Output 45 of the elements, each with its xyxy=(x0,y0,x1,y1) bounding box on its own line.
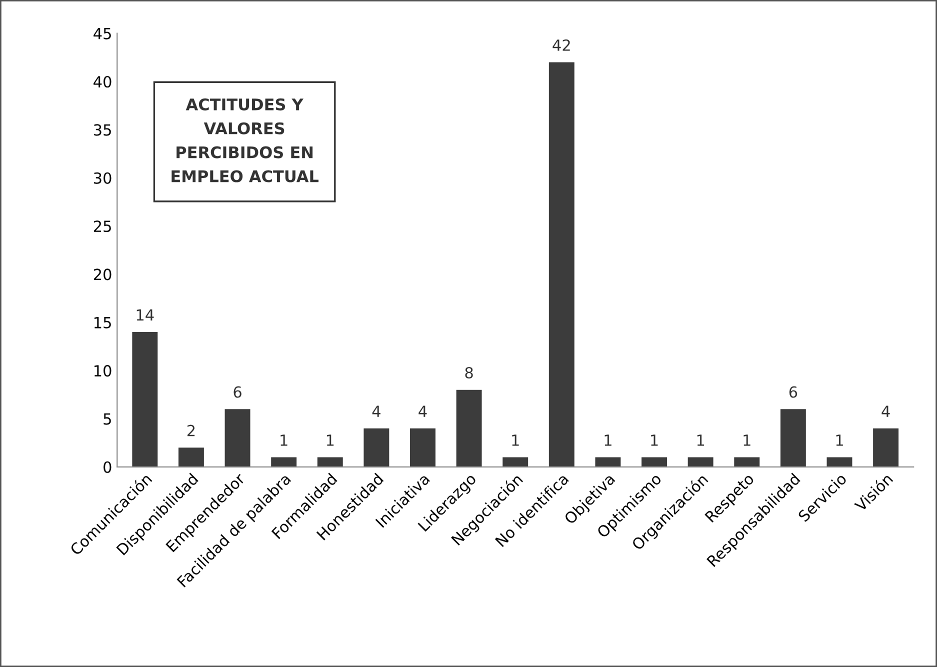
data-label: 1 xyxy=(697,434,704,446)
bar xyxy=(132,332,158,467)
bar xyxy=(642,457,667,467)
y-tick-label: 45 xyxy=(94,28,111,40)
bar xyxy=(780,409,806,467)
bar xyxy=(410,428,436,467)
bar xyxy=(178,448,204,467)
y-tick-label: 25 xyxy=(94,220,111,232)
y-tick-label: 20 xyxy=(94,268,112,280)
bar xyxy=(364,428,390,467)
bar xyxy=(873,428,899,467)
data-label: 6 xyxy=(789,386,798,398)
data-label: 2 xyxy=(187,424,195,436)
data-label: 4 xyxy=(372,406,380,417)
data-label: 4 xyxy=(882,406,890,417)
bar xyxy=(826,457,852,467)
y-tick-label: 30 xyxy=(94,172,112,184)
data-label: 1 xyxy=(744,434,750,446)
bar xyxy=(502,457,528,467)
data-label: 4 xyxy=(418,406,427,417)
y-tick-label: 35 xyxy=(94,124,111,136)
bar xyxy=(456,390,482,467)
data-label: 1 xyxy=(512,434,519,446)
data-label: 8 xyxy=(465,366,473,379)
bar xyxy=(224,409,250,467)
y-tick-label: 5 xyxy=(104,413,111,425)
y-tick-label: 10 xyxy=(94,365,112,377)
bar xyxy=(688,457,714,467)
y-tick-label: 15 xyxy=(94,317,111,328)
text: ACTITUDES Y VALORES PERCIBIDOS EN EMPLEO ACTUAL xyxy=(172,98,318,182)
data-label: 1 xyxy=(326,434,334,446)
data-label: 1 xyxy=(836,434,843,446)
data-label: 42 xyxy=(552,39,570,51)
data-label: 1 xyxy=(651,434,658,446)
y-tick-label: 0 xyxy=(104,461,112,473)
bar xyxy=(271,457,297,467)
bar xyxy=(548,62,574,467)
data-label: 1 xyxy=(604,434,612,446)
data-label: 6 xyxy=(234,386,242,398)
y-tick-label: 40 xyxy=(94,76,112,88)
data-label: 14 xyxy=(136,309,154,321)
bar xyxy=(734,457,760,467)
bar xyxy=(595,457,621,467)
bar xyxy=(317,457,343,467)
data-label: 1 xyxy=(280,434,288,446)
